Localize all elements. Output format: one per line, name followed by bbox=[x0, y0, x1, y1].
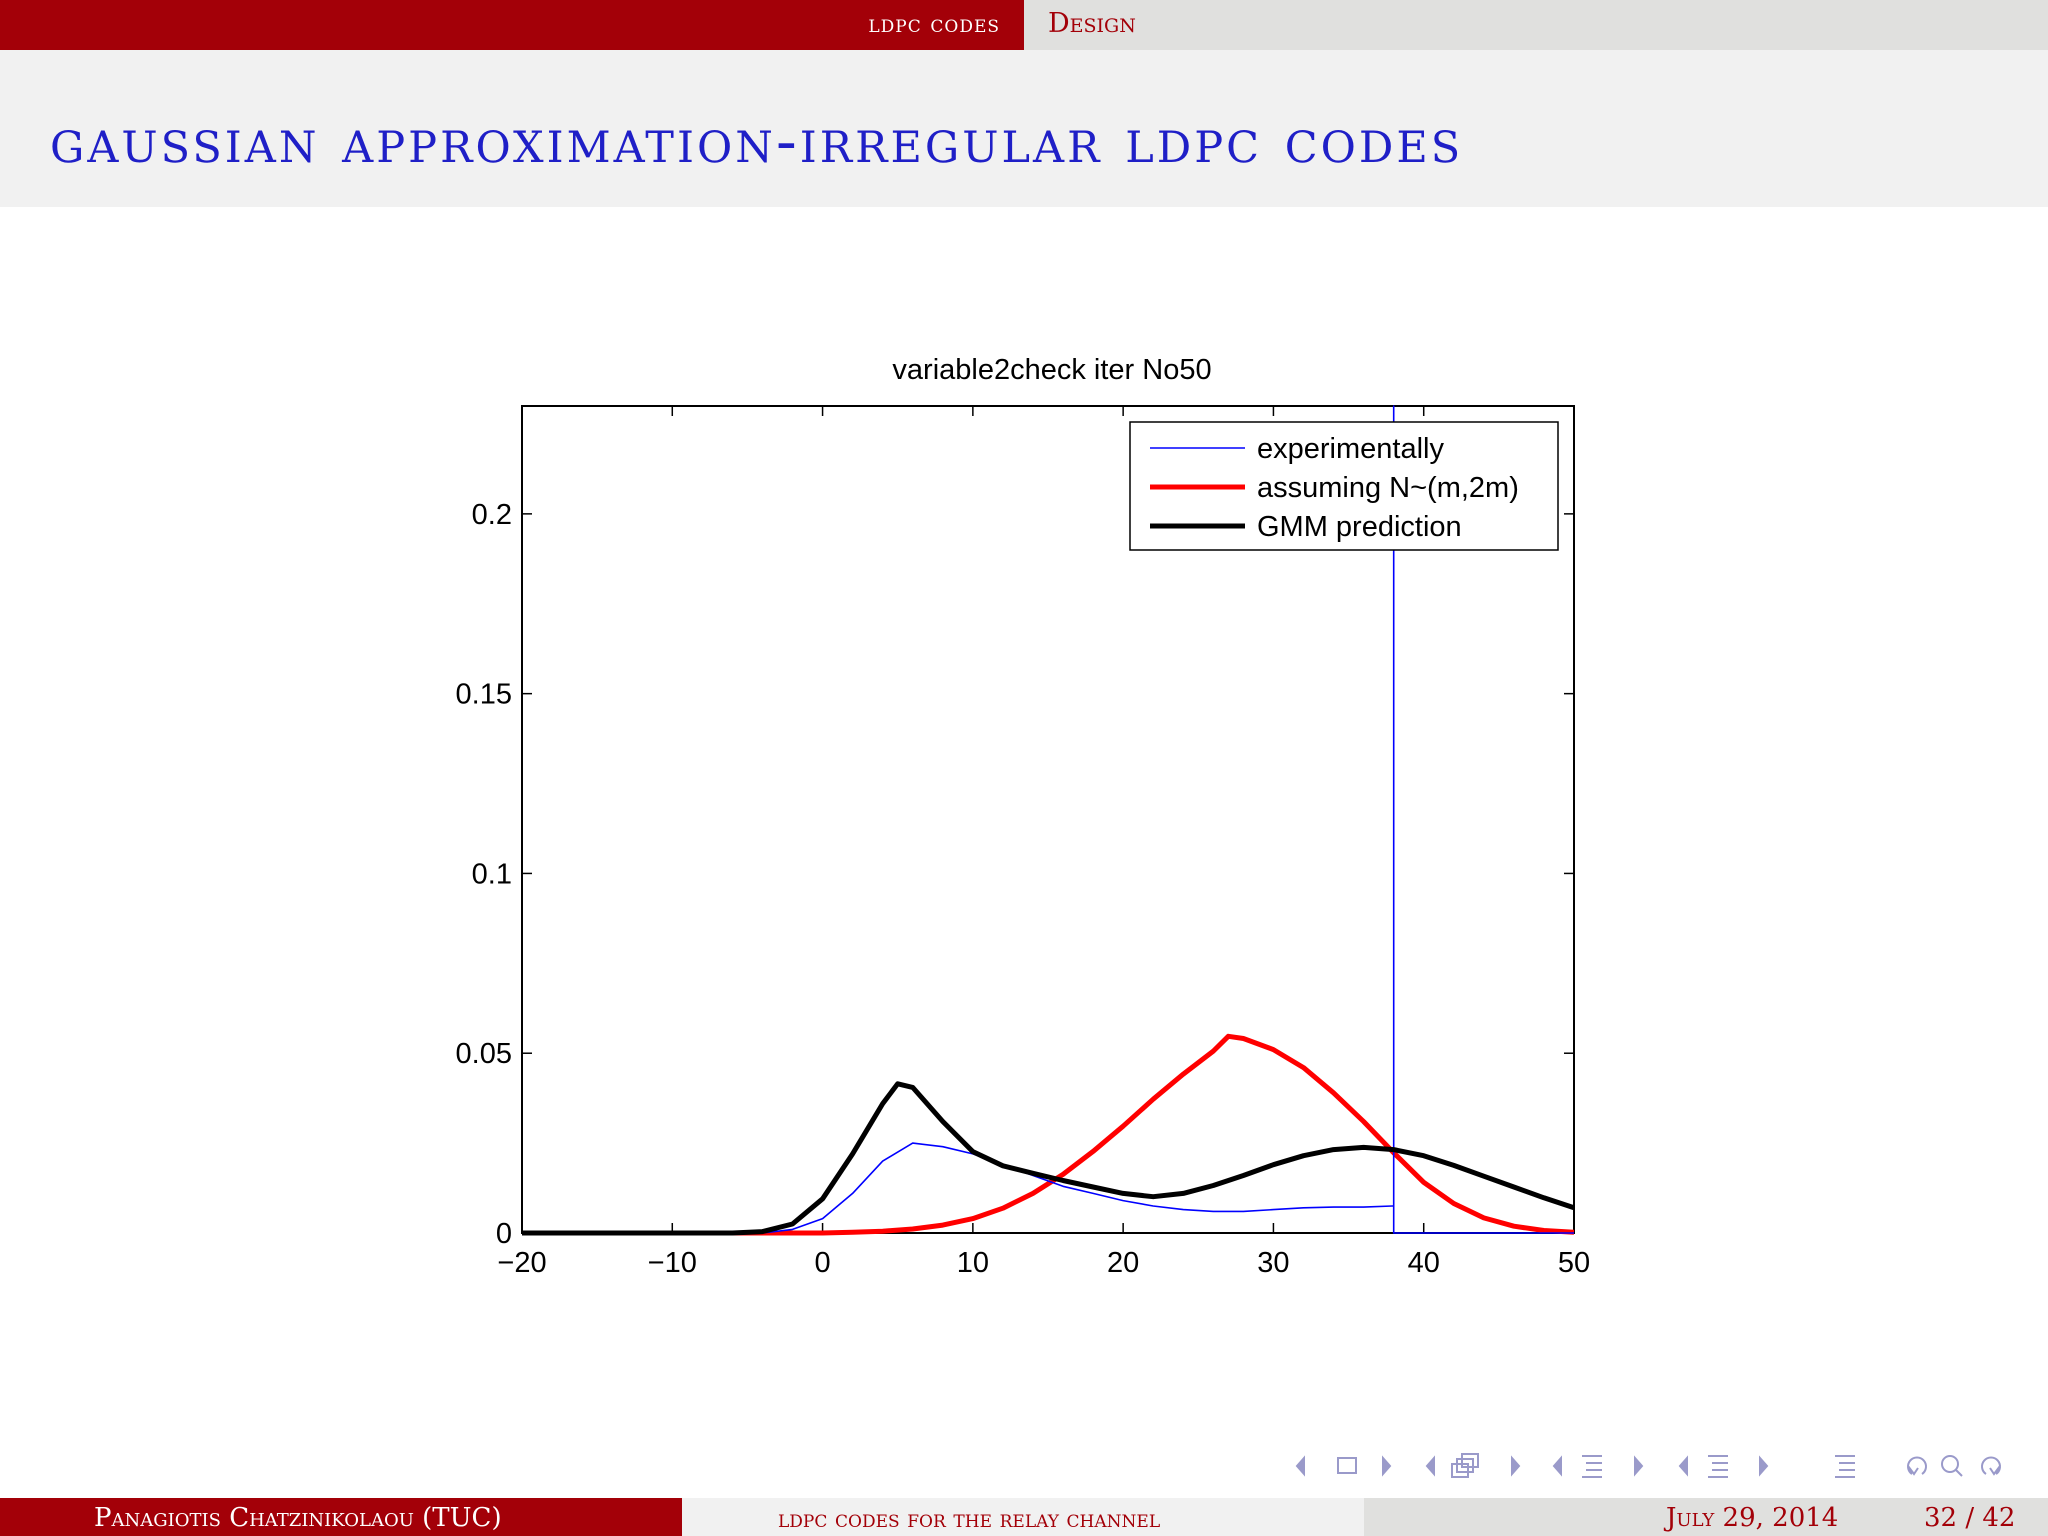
subsection-icon[interactable] bbox=[1451, 1453, 1479, 1478]
frame-title-band: gaussian approximation-irregular ldpc co… bbox=[0, 50, 2048, 207]
presentation-nav[interactable] bbox=[1678, 1455, 1769, 1478]
chart-title: variable2check iter No50 bbox=[892, 354, 1211, 386]
x-tick-label: 10 bbox=[957, 1247, 989, 1279]
footer-page-number: 32 / 42 bbox=[1924, 1503, 2016, 1533]
chart-series-layer bbox=[522, 405, 1575, 1236]
legend-label: experimentally bbox=[1257, 433, 1444, 465]
nav-right-arrow-icon[interactable] bbox=[1382, 1455, 1392, 1477]
plot-frame bbox=[521, 405, 1575, 1234]
nav-left-arrow-icon[interactable] bbox=[1425, 1455, 1435, 1477]
x-tick-label: 50 bbox=[1558, 1247, 1590, 1279]
nav-right-arrow-icon[interactable] bbox=[1511, 1455, 1521, 1477]
forward-icon[interactable] bbox=[1981, 1456, 2001, 1476]
series-line-gmm-prediction bbox=[522, 1081, 1575, 1236]
x-tick-label: 20 bbox=[1107, 1247, 1139, 1279]
footer-author-segment: Panagiotis Chatzinikolaou (TUC) bbox=[0, 1498, 682, 1536]
y-tick-label: 0.1 bbox=[472, 858, 512, 890]
frame-title: gaussian approximation-irregular ldpc co… bbox=[50, 104, 1464, 177]
x-tick-label: 40 bbox=[1408, 1247, 1440, 1279]
nav-bar-section-area: ldpc codes bbox=[0, 0, 1024, 50]
appendix-icon[interactable] bbox=[1835, 1455, 1855, 1478]
frame-icon[interactable] bbox=[1337, 1457, 1357, 1474]
section-nav[interactable] bbox=[1552, 1455, 1644, 1478]
series-line-experimentally bbox=[522, 405, 1574, 1234]
beamer-navigation-symbols bbox=[1295, 1453, 2001, 1478]
footer-date: July 29, 2014 bbox=[1666, 1503, 1839, 1533]
chart-axes: −20 −10 0 10 20 30 40 50 0 0.05 0.1 0.15 0.2 bbox=[456, 405, 1590, 1279]
nav-subsection-link[interactable]: Design bbox=[1048, 8, 1136, 39]
y-tick-label: 0.05 bbox=[456, 1038, 512, 1070]
nav-right-arrow-icon[interactable] bbox=[1634, 1455, 1644, 1477]
footer-title: ldpc codes for the relay channel bbox=[778, 1505, 1161, 1533]
y-tick-label: 0 bbox=[496, 1218, 512, 1250]
nav-left-arrow-icon[interactable] bbox=[1552, 1455, 1562, 1477]
x-tick-label: 30 bbox=[1257, 1247, 1289, 1279]
x-tick-label: 0 bbox=[815, 1247, 831, 1279]
y-tick-label: 0.15 bbox=[456, 679, 512, 711]
series-line-assuming-n-m-2m- bbox=[522, 1033, 1575, 1236]
x-tick-label: −20 bbox=[497, 1247, 546, 1279]
nav-left-arrow-icon[interactable] bbox=[1295, 1455, 1305, 1477]
navigation-bar: ldpc codes Design bbox=[0, 0, 2048, 50]
nav-right-arrow-icon[interactable] bbox=[1759, 1455, 1769, 1477]
legend-label: assuming N~(m,2m) bbox=[1257, 472, 1519, 504]
chart: variable2check iter No50 −20 −10 0 10 20 30 40… bbox=[456, 354, 1591, 1279]
nav-section-link[interactable]: ldpc codes bbox=[868, 10, 1000, 38]
nav-left-arrow-icon[interactable] bbox=[1678, 1455, 1688, 1477]
back-icon[interactable] bbox=[1907, 1456, 1927, 1476]
search-icon[interactable] bbox=[1941, 1455, 1963, 1477]
chart-legend: experimentally assuming N~(m,2m) GMM predi… bbox=[1129, 421, 1559, 551]
footer-author: Panagiotis Chatzinikolaou (TUC) bbox=[94, 1503, 502, 1533]
footer-title-segment: ldpc codes for the relay channel bbox=[682, 1498, 1364, 1536]
y-tick-label: 0.2 bbox=[472, 499, 512, 531]
x-tick-label: −10 bbox=[648, 1247, 697, 1279]
footer-date-segment: July 29, 2014 32 / 42 bbox=[1364, 1498, 2048, 1536]
presentation-icon[interactable] bbox=[1708, 1455, 1728, 1478]
footer: Panagiotis Chatzinikolaou (TUC) ldpc cod… bbox=[0, 1498, 2048, 1536]
section-icon[interactable] bbox=[1582, 1455, 1602, 1478]
legend-label: GMM prediction bbox=[1257, 511, 1462, 543]
subsection-nav[interactable] bbox=[1425, 1453, 1521, 1478]
nav-bar-subsection-area: Design bbox=[1024, 0, 2048, 50]
frame-nav[interactable] bbox=[1295, 1455, 1392, 1477]
